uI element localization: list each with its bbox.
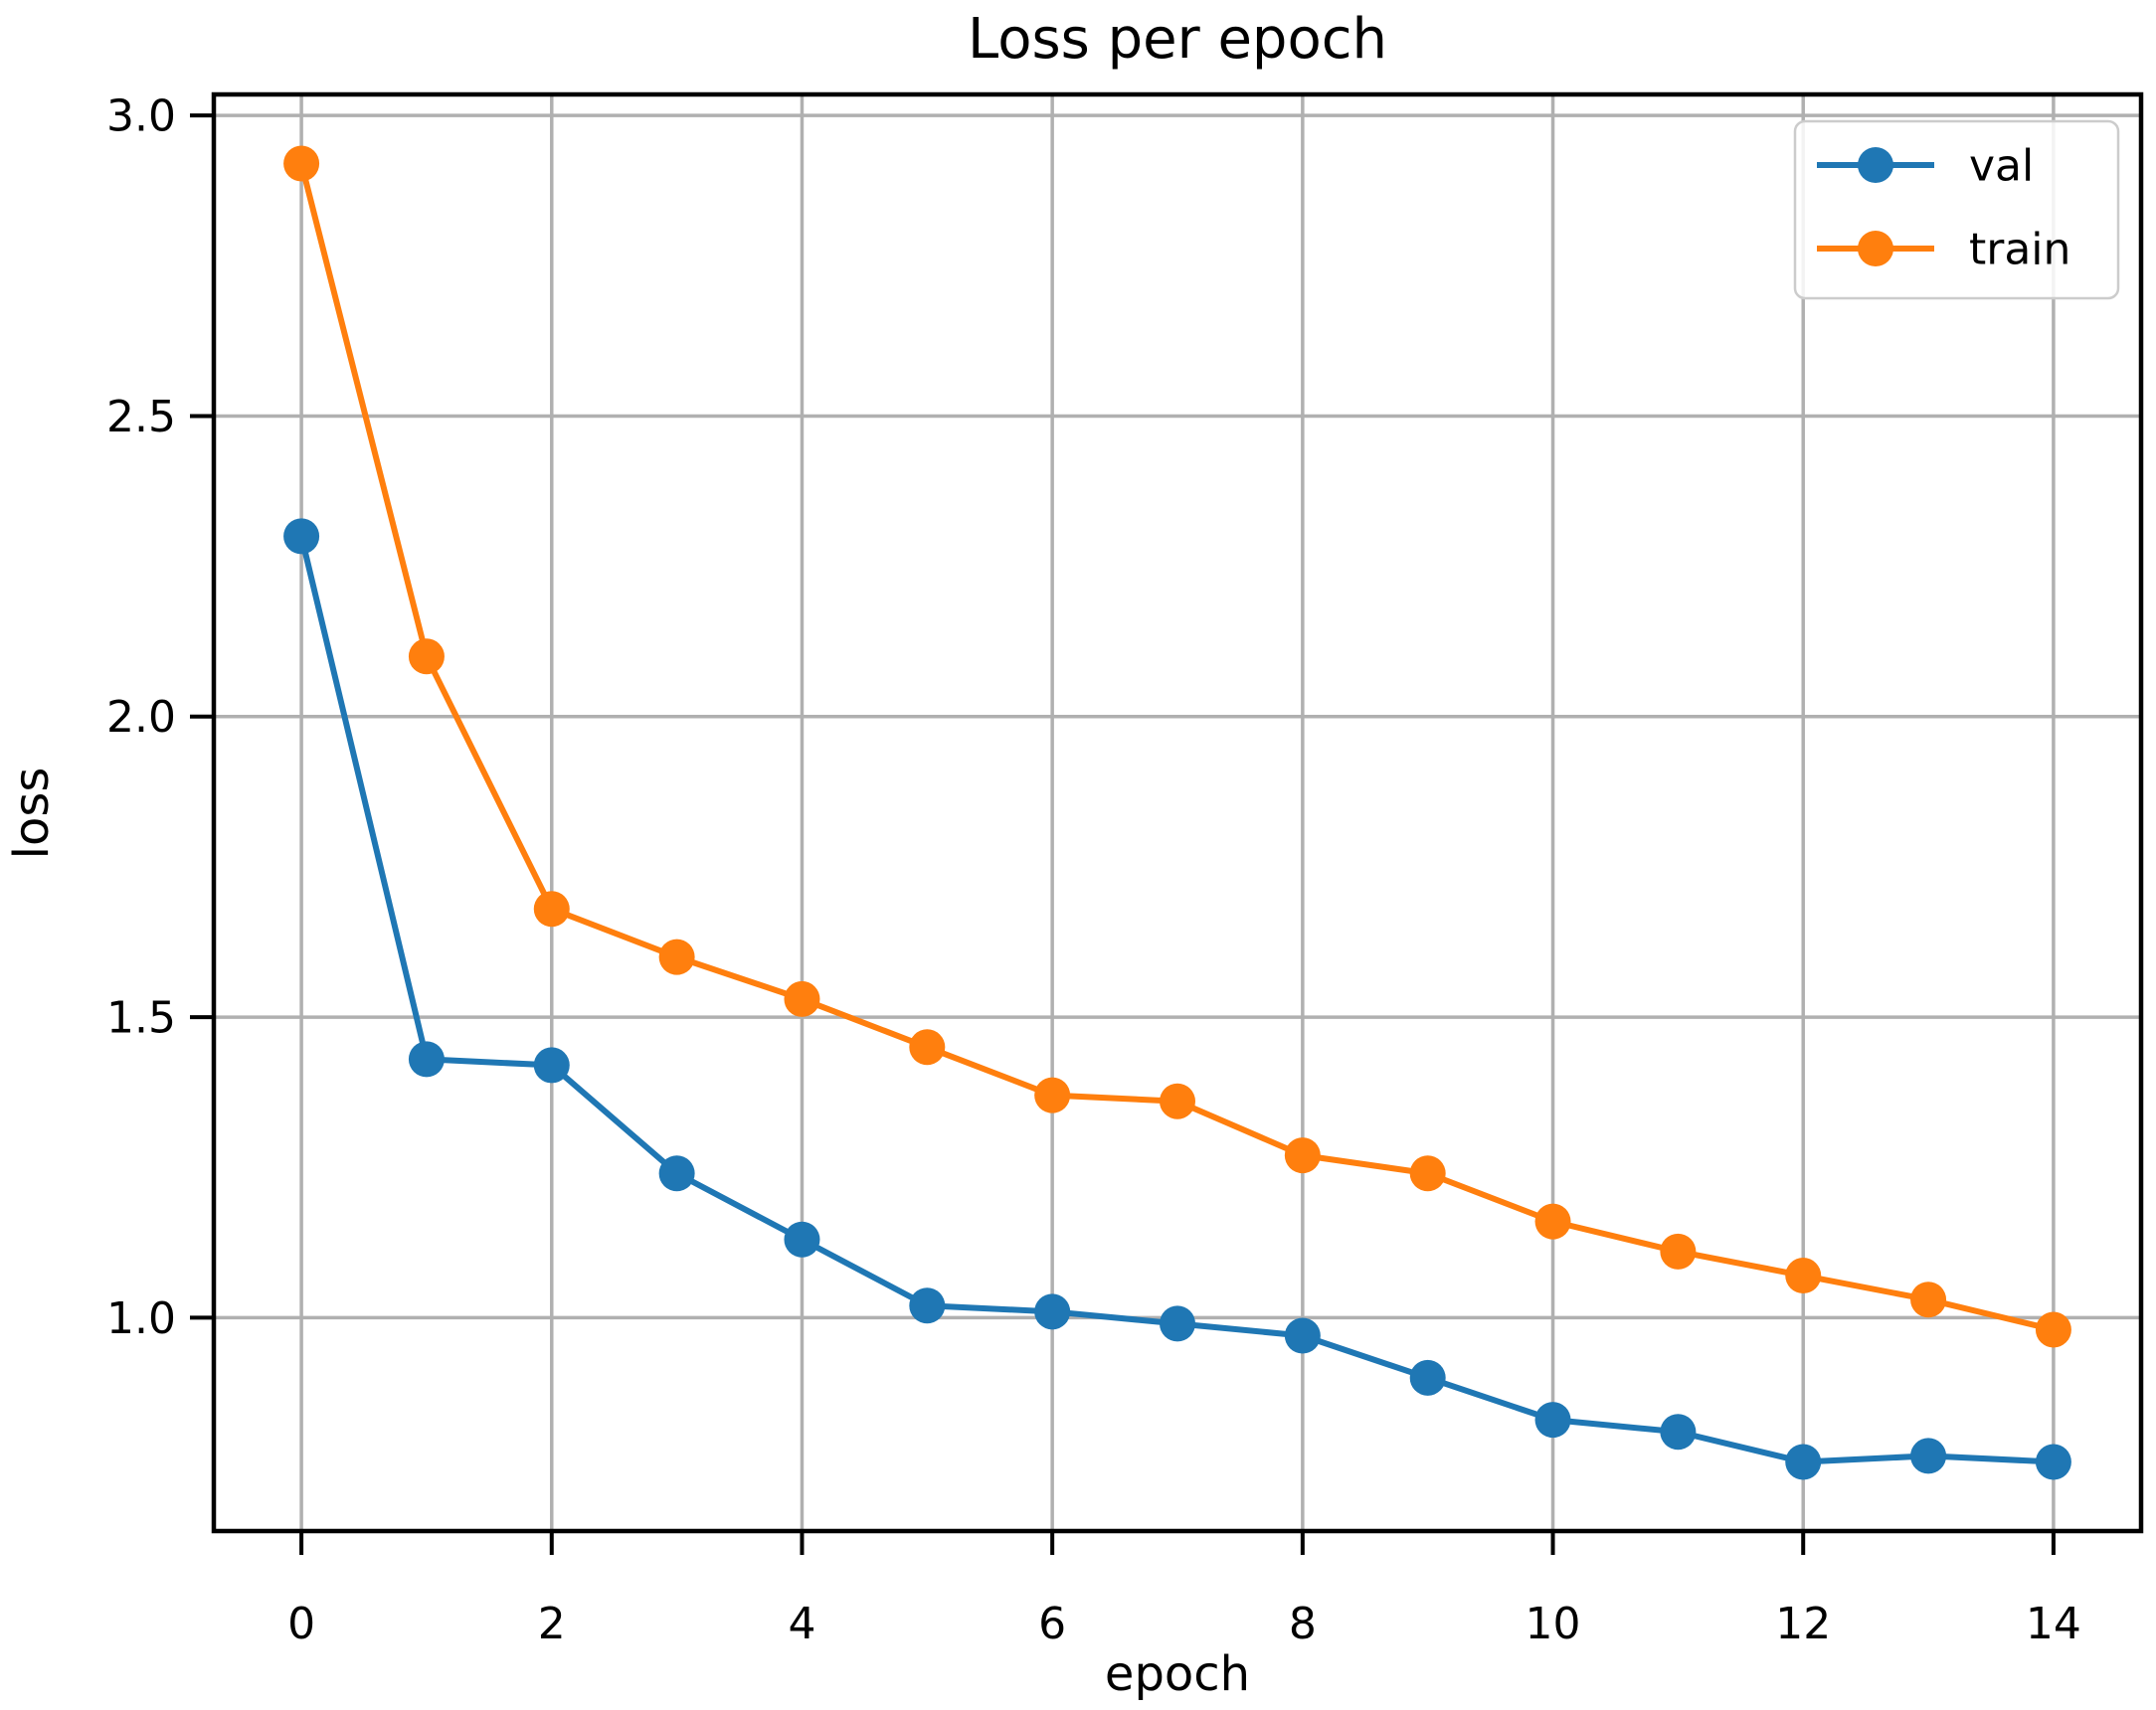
data-point-val — [283, 518, 320, 555]
legend-sample-marker-train — [1858, 231, 1893, 266]
y-tick-label: 1.5 — [106, 992, 176, 1043]
data-point-val — [1160, 1305, 1195, 1342]
legend-entry-val: val — [1817, 140, 2034, 191]
x-tick-label: 12 — [1775, 1599, 1831, 1649]
data-series — [283, 145, 2071, 1480]
data-point-val — [408, 1041, 445, 1078]
data-point-train — [283, 145, 320, 182]
series-line-train — [298, 160, 2057, 1333]
x-tick-label: 14 — [2026, 1599, 2081, 1649]
x-tick-label: 2 — [538, 1599, 566, 1649]
series-val — [283, 518, 2071, 1480]
axis-ticks: 0 2 4 6 8 10 12 14 1.0 1.5 2.0 2.5 3.0 — [106, 91, 2081, 1649]
data-point-train — [1785, 1258, 1822, 1294]
data-point-train — [533, 891, 570, 928]
chart-title: Loss per epoch — [968, 7, 1387, 72]
x-tick-label: 8 — [1289, 1599, 1317, 1649]
data-point-train — [408, 638, 445, 675]
data-point-val — [784, 1221, 820, 1258]
data-point-train — [2035, 1311, 2071, 1348]
series-train — [283, 145, 2071, 1348]
y-tick-label: 1.0 — [106, 1293, 176, 1344]
data-point-train — [909, 1029, 946, 1066]
legend-entry-train: train — [1817, 224, 2070, 274]
data-point-train — [1160, 1083, 1195, 1119]
data-point-val — [1785, 1444, 1822, 1480]
y-axis-label: loss — [4, 768, 60, 860]
data-point-train — [1409, 1155, 1446, 1192]
y-tick-label: 2.0 — [106, 692, 176, 743]
x-axis-label: epoch — [1105, 1646, 1250, 1702]
data-point-train — [1660, 1233, 1697, 1270]
data-point-val — [1409, 1359, 1446, 1396]
data-point-train — [1910, 1282, 1947, 1318]
plot-border — [211, 91, 2144, 1534]
data-point-val — [2035, 1444, 2071, 1480]
data-point-val — [1034, 1293, 1071, 1330]
x-tick-label: 6 — [1038, 1599, 1066, 1649]
grid-lines — [214, 94, 2141, 1531]
x-tick-label: 0 — [287, 1599, 315, 1649]
x-tick-label: 4 — [788, 1599, 815, 1649]
axes-spines — [211, 91, 2144, 1534]
legend-label-val: val — [1969, 140, 2034, 191]
legend-label-train: train — [1969, 224, 2070, 274]
data-point-val — [533, 1047, 570, 1084]
data-point-train — [658, 939, 695, 975]
data-point-val — [1534, 1402, 1571, 1439]
data-point-train — [1034, 1077, 1071, 1113]
data-point-train — [784, 980, 820, 1017]
data-point-train — [1284, 1137, 1321, 1174]
data-point-val — [658, 1155, 695, 1192]
x-tick-label: 10 — [1526, 1599, 1581, 1649]
legend-box: val train — [1793, 119, 2120, 300]
data-point-val — [1660, 1414, 1697, 1451]
legend-sample-marker-val — [1858, 147, 1893, 183]
data-point-val — [1910, 1438, 1947, 1474]
data-point-train — [1534, 1203, 1571, 1240]
data-point-val — [909, 1287, 946, 1324]
y-tick-label: 3.0 — [106, 91, 176, 142]
y-tick-label: 2.5 — [106, 392, 176, 442]
data-point-val — [1284, 1317, 1321, 1354]
